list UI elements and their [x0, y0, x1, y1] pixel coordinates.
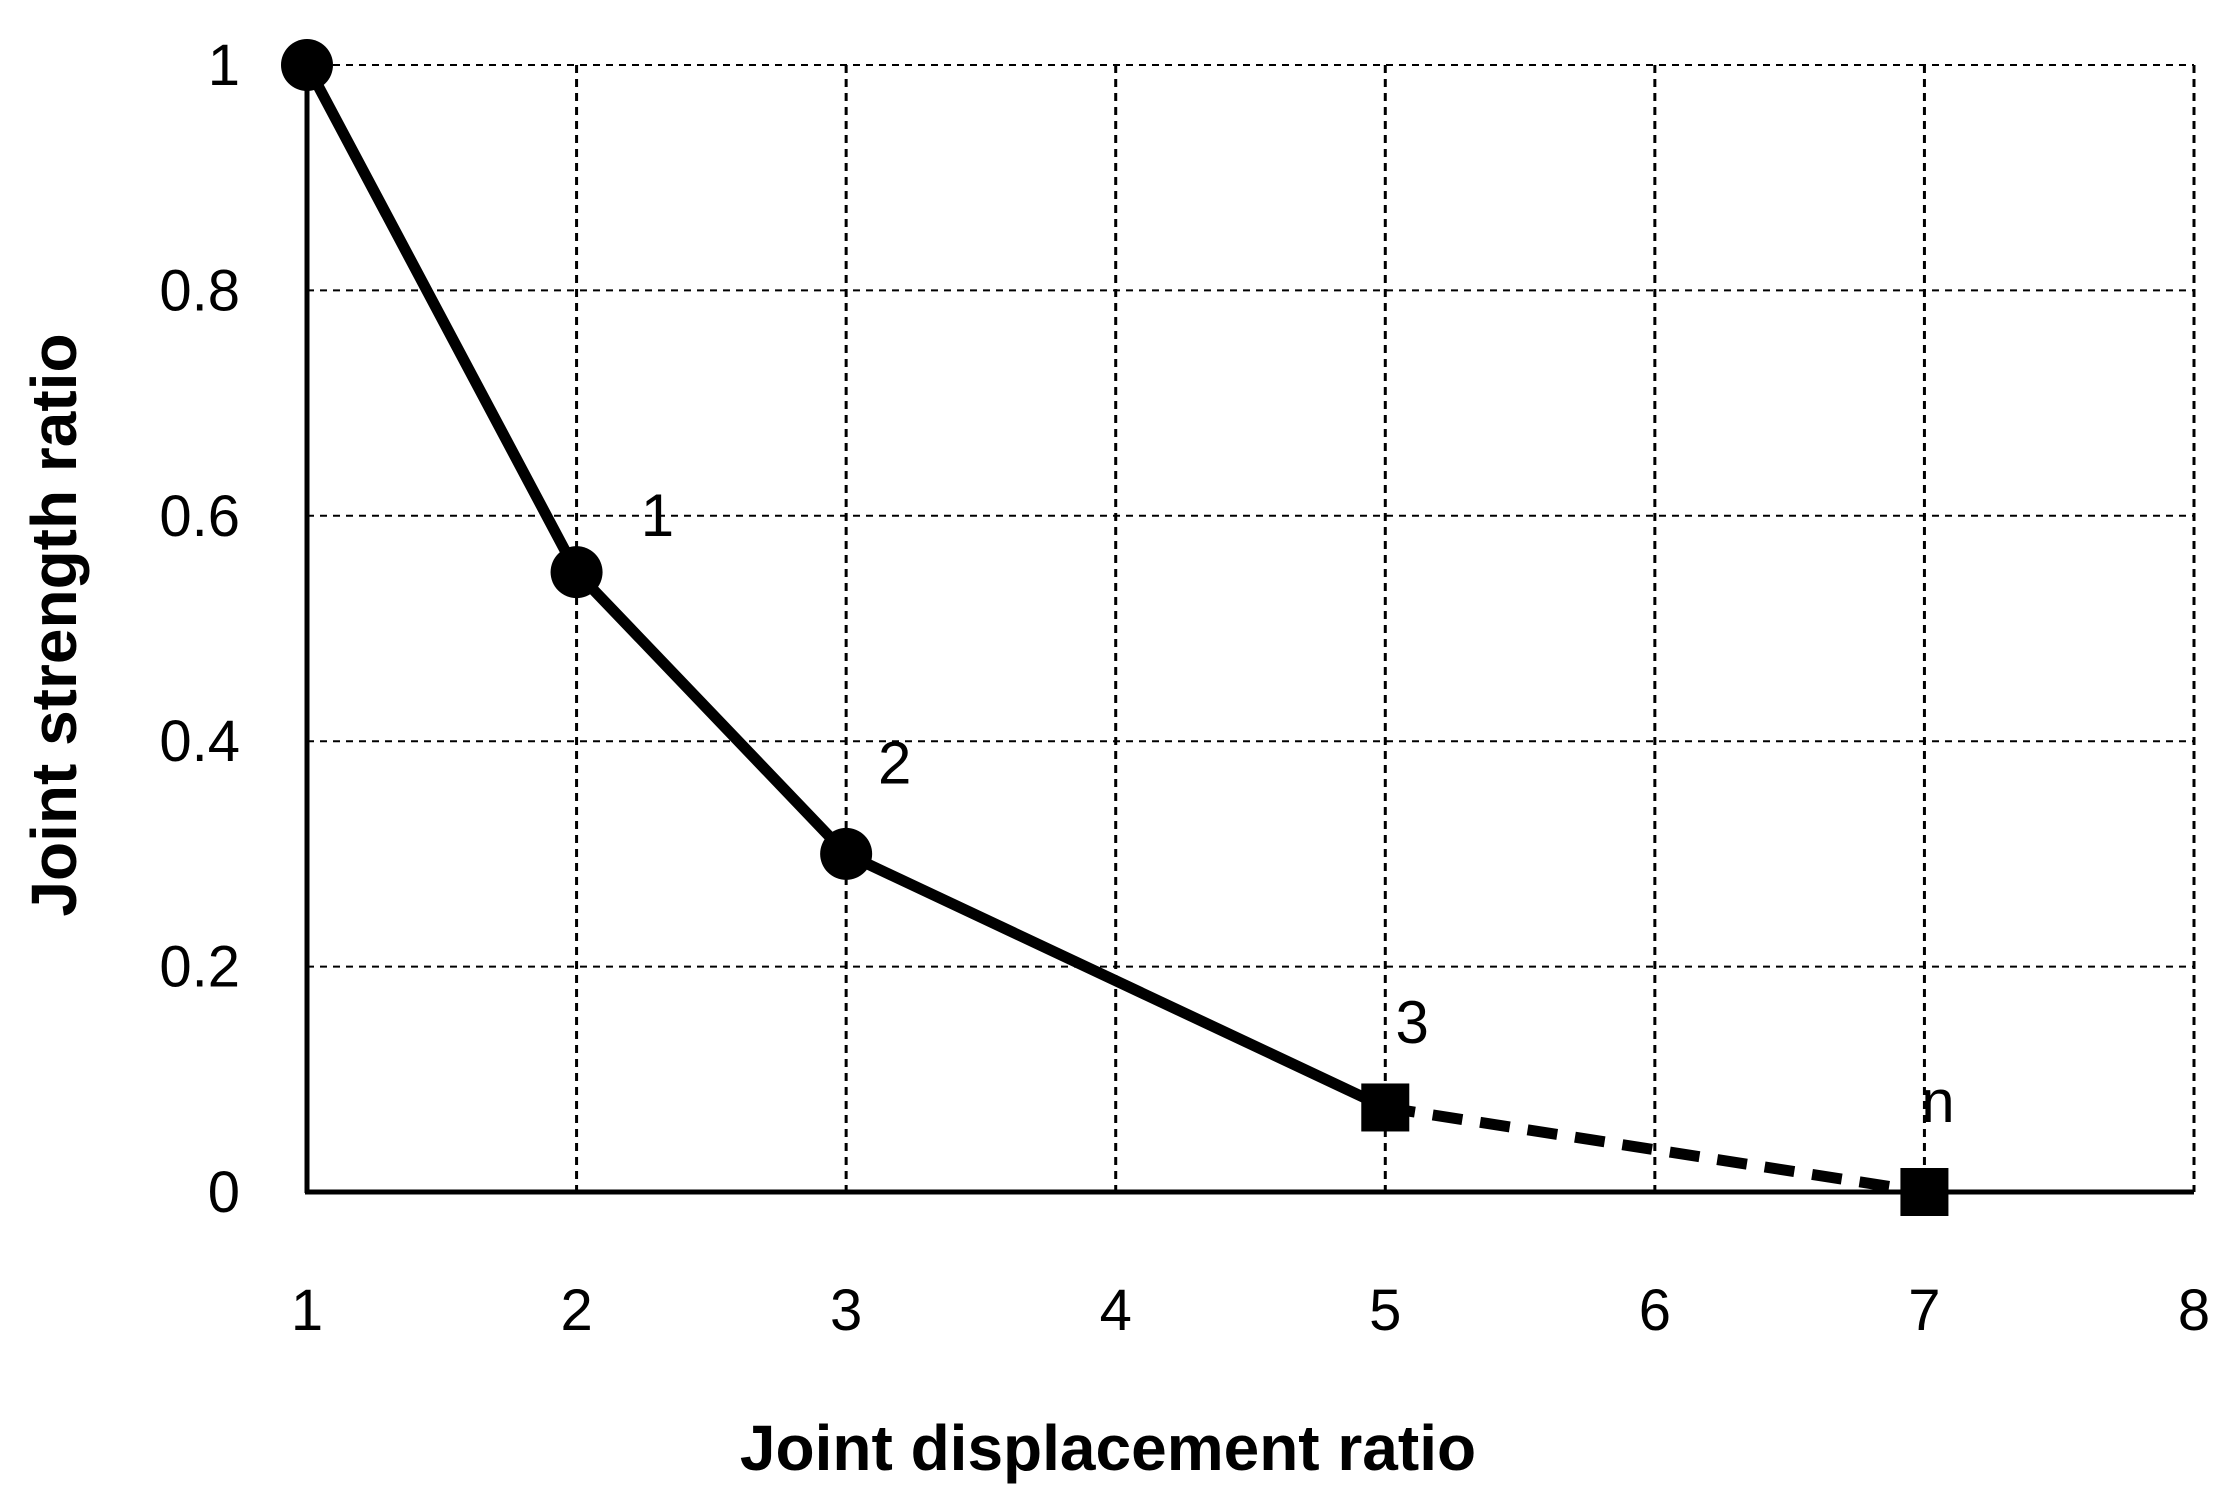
grid-lines	[307, 64, 2196, 1192]
data-point-square	[1361, 1083, 1410, 1132]
y-tick-label: 1	[208, 33, 240, 98]
axes	[304, 65, 2194, 1195]
series-line	[843, 848, 1388, 1113]
x-tick-label: 2	[560, 1278, 592, 1343]
x-tick-label: 3	[830, 1278, 862, 1343]
y-tick-label: 0.2	[159, 935, 240, 1000]
annotations: 1 2 3 n	[641, 482, 1955, 1135]
x-tick-label: 4	[1100, 1278, 1132, 1343]
point-annotation: 1	[641, 482, 674, 549]
y-axis-title: Joint strength ratio	[18, 333, 90, 916]
x-tick-label: 7	[1908, 1278, 1940, 1343]
data-point-square	[1900, 1168, 1949, 1216]
markers-layer	[281, 39, 1949, 1216]
x-tick-label: 6	[1639, 1278, 1671, 1343]
x-tick-label: 5	[1369, 1278, 1401, 1343]
y-tick-label: 0	[208, 1160, 240, 1225]
data-point-circle	[550, 546, 603, 599]
dashed-series-line	[1384, 1102, 1926, 1198]
point-annotation: n	[1921, 1068, 1954, 1135]
data-point-circle	[820, 827, 873, 880]
point-annotation: 3	[1396, 989, 1429, 1056]
x-tick-label: 1	[291, 1278, 323, 1343]
x-axis-title: Joint displacement ratio	[740, 1412, 1476, 1484]
x-tick-label: 8	[2178, 1278, 2210, 1343]
point-annotation: 2	[878, 730, 911, 797]
tick-labels: 1 2 3 4 5 6 7 8 0 0.2 0.4 0.6 0.8 1	[159, 33, 2210, 1343]
data-point-circle	[281, 39, 333, 91]
y-tick-label: 0.6	[159, 484, 240, 549]
y-tick-label: 0.4	[159, 709, 240, 774]
y-tick-label: 0.8	[159, 258, 240, 323]
